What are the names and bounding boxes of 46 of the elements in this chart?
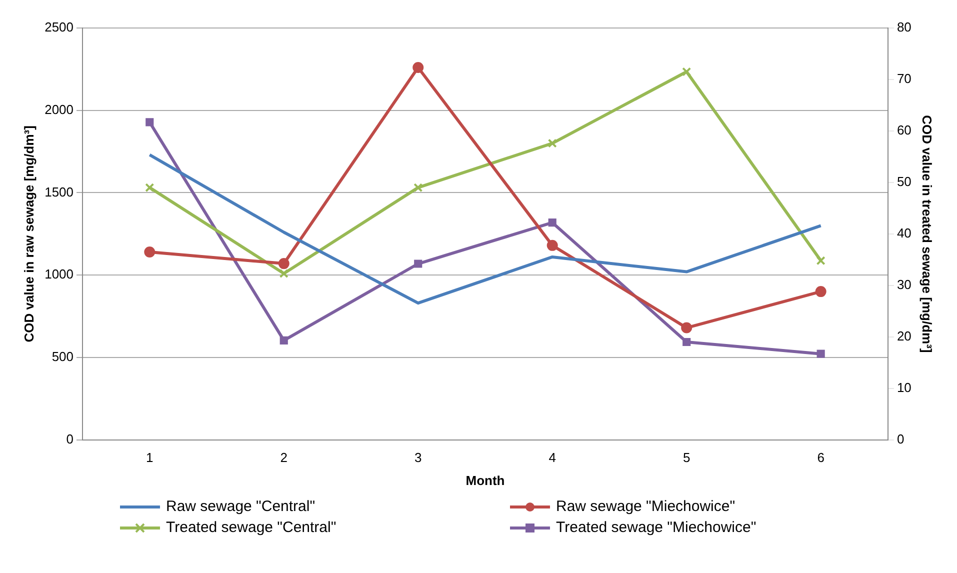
point	[412, 62, 424, 74]
point	[546, 240, 558, 251]
y-tick-label: 0	[66, 431, 74, 446]
point	[816, 256, 826, 266]
x-tick-label: 2	[280, 450, 288, 466]
y2-tick-label: 60	[896, 122, 912, 138]
point	[815, 286, 826, 298]
point	[280, 336, 288, 344]
point	[144, 246, 156, 258]
point	[414, 183, 423, 192]
legend-label: Treated sewage "Central"	[166, 519, 336, 536]
y2-tick-label: 40	[896, 225, 912, 240]
point	[816, 350, 825, 358]
y2-tick-label: 20	[896, 328, 912, 344]
legend-label: Treated sewage "Miechowice"	[556, 519, 756, 536]
point	[146, 118, 154, 126]
y-axis-title: COD value in raw sewage [mg/dm³]	[21, 126, 36, 342]
legend-label: Raw sewage "Miechowice"	[556, 498, 736, 515]
y2-tick-label: 50	[896, 174, 912, 190]
y2-tick-label: 30	[896, 276, 912, 292]
point	[278, 258, 290, 270]
point	[145, 183, 154, 192]
y-tick-label: 500	[52, 349, 74, 364]
point	[279, 269, 288, 278]
y-tick-label: 2500	[44, 20, 74, 35]
x-tick-label: 5	[682, 450, 690, 466]
legend-label: Raw sewage "Central"	[166, 498, 316, 515]
y2-tick-label: 0	[896, 431, 904, 446]
point	[414, 260, 422, 268]
y2-tick-label: 70	[896, 71, 912, 86]
point	[548, 138, 557, 148]
y2-tick-label: 10	[896, 380, 912, 395]
x-tick-label: 1	[146, 450, 154, 466]
point	[548, 218, 556, 227]
point	[681, 322, 692, 334]
y-tick-label: 2000	[44, 102, 74, 117]
y-tick-label: 1500	[44, 184, 74, 200]
point	[682, 67, 692, 76]
x-axis-title: Month	[466, 472, 505, 488]
point	[682, 338, 691, 346]
x-tick-label: 3	[414, 450, 422, 466]
y2-axis-title: COD value in treated sewage [mg/dm³]	[920, 115, 935, 353]
x-tick-label: 4	[548, 450, 556, 466]
y-tick-label: 1000	[44, 266, 74, 282]
x-tick-label: 6	[817, 450, 824, 466]
y2-tick-label: 80	[896, 20, 912, 35]
